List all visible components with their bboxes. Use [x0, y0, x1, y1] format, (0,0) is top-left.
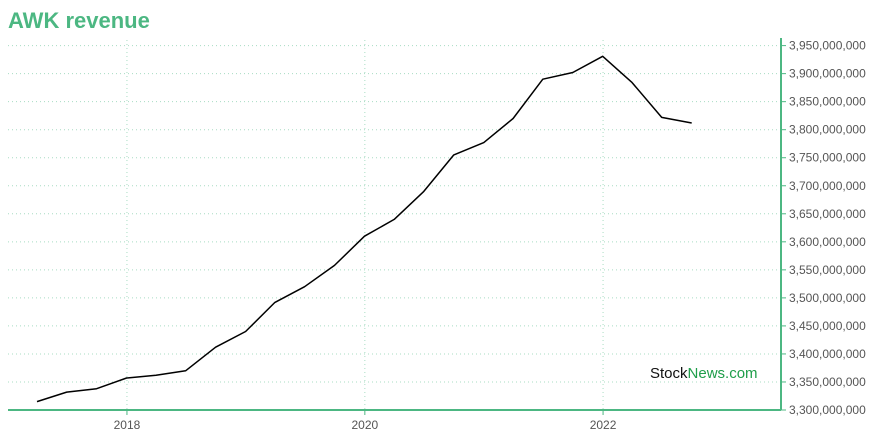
y-tick-label: 3,550,000,000 — [789, 263, 866, 277]
grid-lines — [8, 40, 781, 411]
watermark-part1: Stock — [650, 365, 688, 382]
y-tick-label: 3,900,000,000 — [789, 67, 866, 81]
y-tick-label: 3,600,000,000 — [789, 235, 866, 249]
x-tick-label: 2018 — [114, 418, 141, 432]
series-group — [36, 55, 692, 403]
y-tick-labels: 3,300,000,000 3,350,000,000 3,400,000,000 3… — [789, 39, 866, 417]
x-tick-labels: 2018 2020 2022 — [114, 418, 617, 432]
revenue-series-line — [36, 55, 692, 403]
y-tick-label: 3,950,000,000 — [789, 39, 866, 53]
y-tick-label: 3,300,000,000 — [789, 403, 866, 417]
y-tick-label: 3,650,000,000 — [789, 207, 866, 221]
y-tick-label: 3,500,000,000 — [789, 291, 866, 305]
y-tick-label: 3,400,000,000 — [789, 347, 866, 361]
x-tick-label: 2020 — [351, 418, 378, 432]
y-tick-label: 3,450,000,000 — [789, 319, 866, 333]
y-tick-label: 3,350,000,000 — [789, 375, 866, 389]
y-tick-label: 3,750,000,000 — [789, 151, 866, 165]
x-tick-label: 2022 — [590, 418, 617, 432]
y-tick-label: 3,700,000,000 — [789, 179, 866, 193]
y-tick-label: 3,800,000,000 — [789, 123, 866, 137]
axes — [8, 38, 786, 415]
y-tick-label: 3,850,000,000 — [789, 95, 866, 109]
watermark-part2: News.com — [687, 365, 758, 382]
stocknews-watermark[interactable]: StockNews.com — [650, 365, 758, 382]
chart-title: AWK revenue — [8, 8, 150, 33]
